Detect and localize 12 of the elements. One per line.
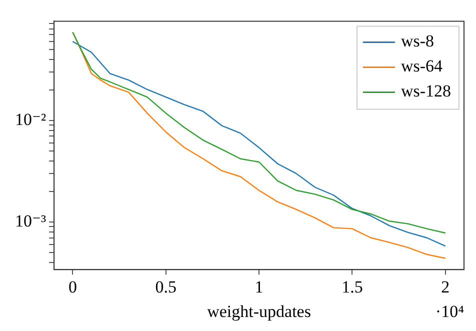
y-tick-label: 10⁻² [14,110,46,129]
x-tick-label: 0 [68,277,77,296]
legend-label: ws-128 [400,82,452,101]
x-axis-title: weight-updates [207,302,311,321]
x-tick-label: 2 [441,277,450,296]
x-tick-label: 1 [254,277,264,296]
text: ·10⁴ [435,302,464,321]
x-tick-label: 1.5 [342,277,363,296]
x-tick-label: 0.5 [155,277,176,296]
legend-label: ws-64 [400,56,443,76]
y-tick-label: 10⁻³ [14,211,46,230]
legend-label: ws-8 [400,32,434,51]
